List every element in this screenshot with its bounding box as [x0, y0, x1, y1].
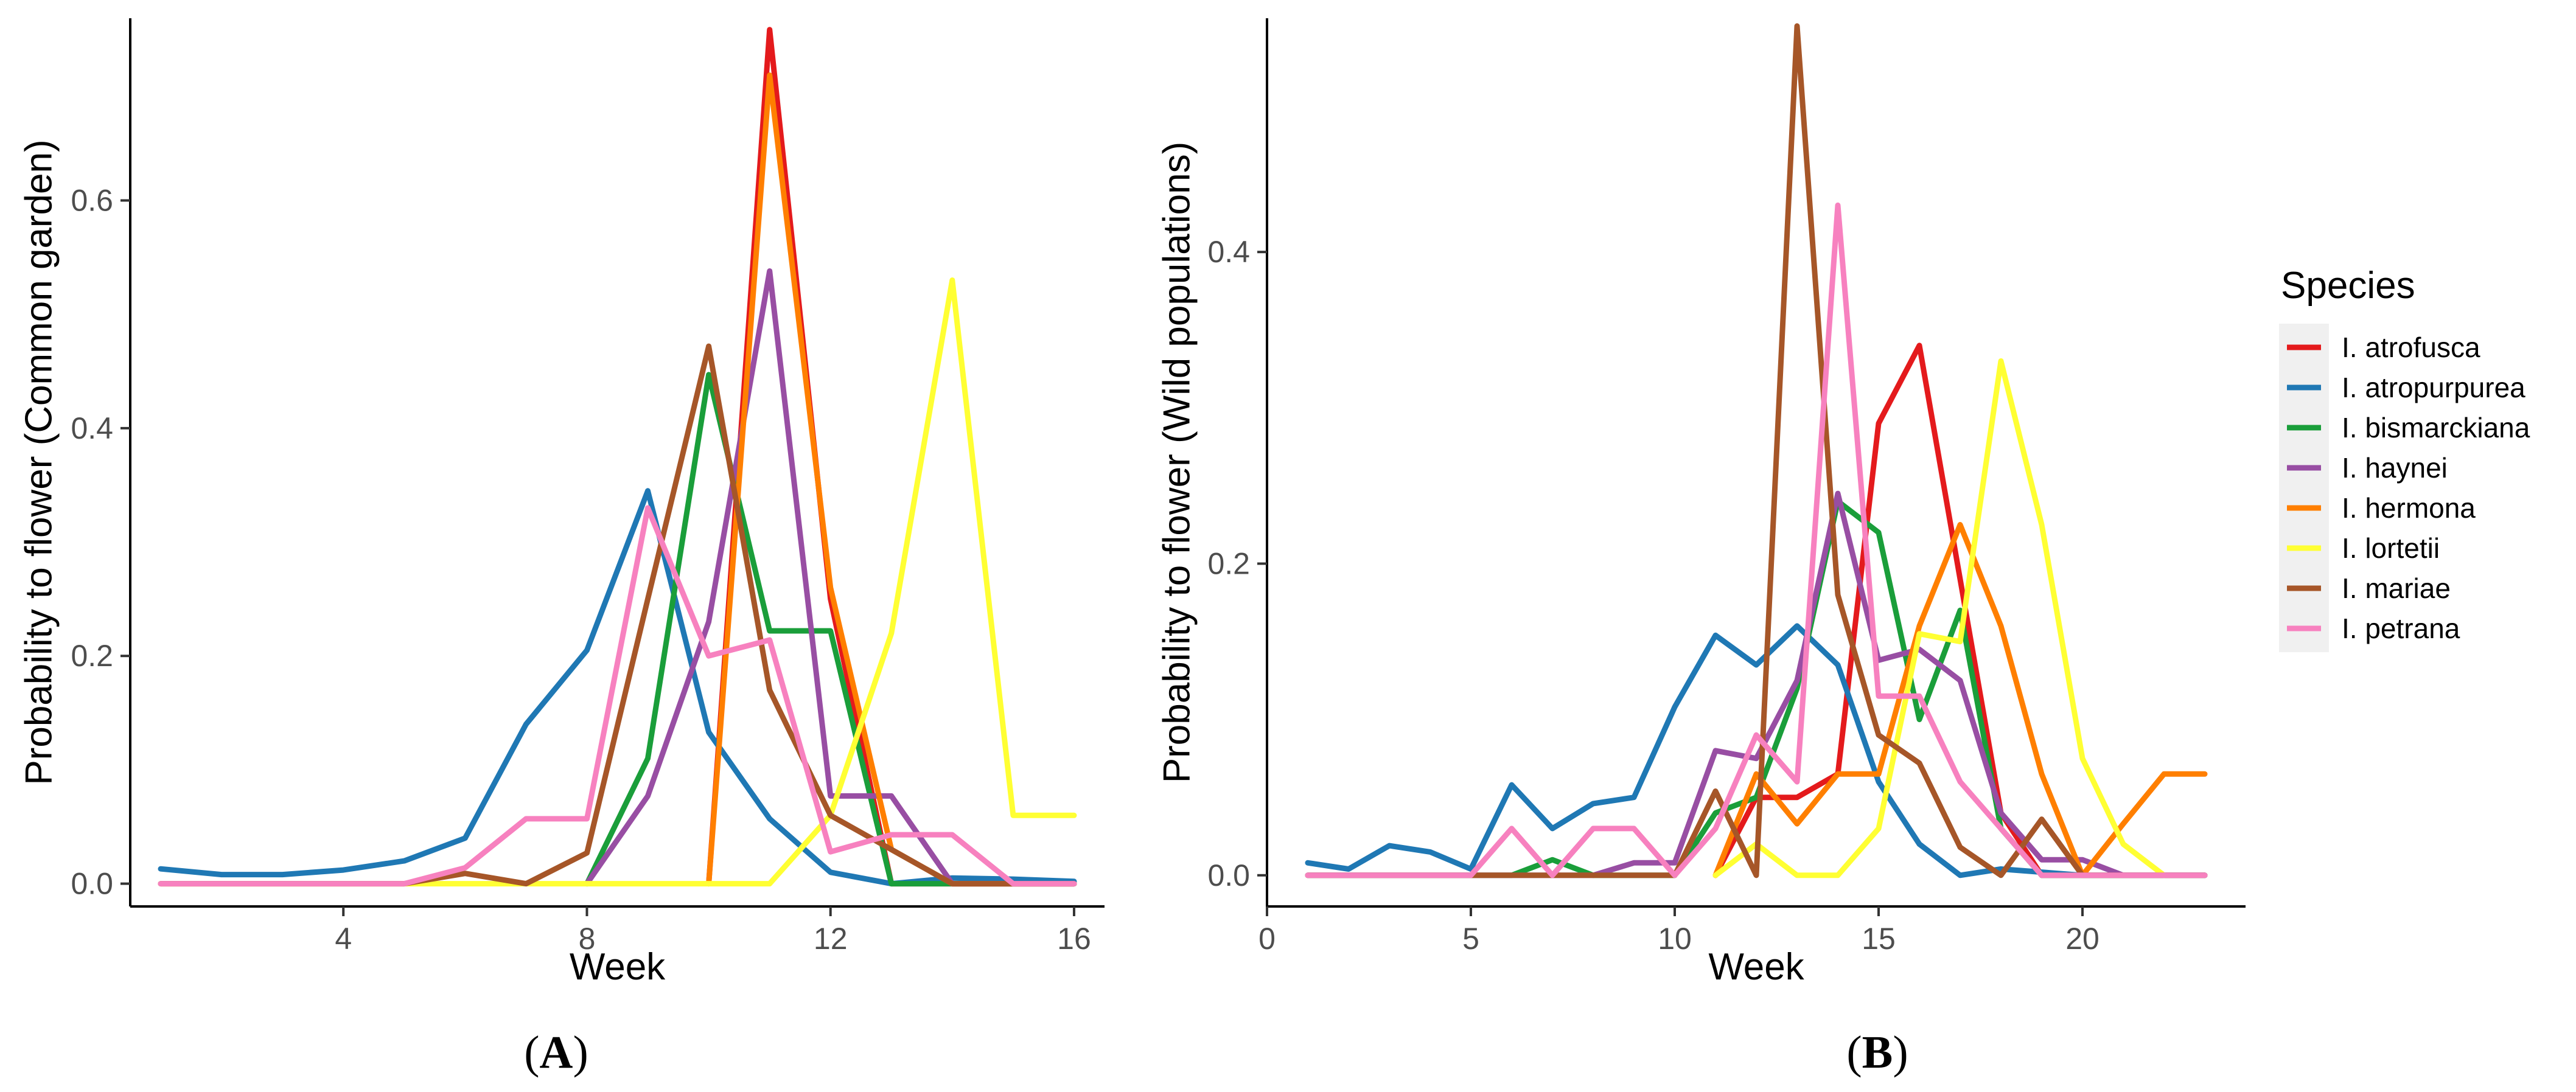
legend-label-i-petrana: I. petrana — [2342, 613, 2460, 644]
legend-label-i-lortetii: I. lortetii — [2342, 532, 2440, 564]
panel-a-x-tick-label: 16 — [1057, 922, 1091, 956]
panel-b-y-ticks: 0.0 0.2 0.4 — [1207, 235, 1267, 892]
panel-a-x-axis-title: Week — [570, 946, 666, 988]
panel-b-series-i-petrana — [1305, 202, 2208, 878]
panel-a-series-i-petrana — [158, 505, 1077, 887]
panel-b-x-tick-label: 5 — [1462, 922, 1479, 956]
legend-label-i-bismarckiana: I. bismarckiana — [2342, 412, 2530, 443]
panel-a-series-i-hermona — [706, 72, 1077, 887]
panel-a-y-tick-label: 0.4 — [71, 411, 113, 445]
panel-b-series-i-lortetii — [1712, 358, 2167, 878]
legend-key-background — [2279, 324, 2329, 652]
panel-a-x-tick-label: 8 — [579, 922, 596, 956]
panel-b-y-tick-label: 0.4 — [1207, 235, 1250, 269]
panel-b-plot-area — [1305, 23, 2208, 878]
panel-a-y-ticks: 0.0 0.2 0.4 0.6 — [71, 183, 130, 901]
panel-b-x-axis-title: Week — [1708, 946, 1804, 988]
legend-label-i-atrofusca: I. atrofusca — [2342, 332, 2480, 363]
legend-label-i-haynei: I. haynei — [2342, 452, 2448, 484]
legend-label-i-hermona: I. hermona — [2342, 492, 2476, 524]
panel-a-y-axis-title: Probability to flower (Common garden) — [18, 139, 60, 785]
panel-a-plot-area — [158, 27, 1077, 887]
panel-a-x-tick-label: 4 — [335, 922, 352, 956]
panel-b-x-tick-label: 0 — [1258, 922, 1276, 956]
panel-a-label: (A) — [524, 1027, 588, 1078]
legend: Species I. atrofusca I. atropurpurea I. bi… — [2279, 265, 2530, 652]
panel-a-series-i-atropurpurea — [158, 488, 1077, 887]
panel-b-y-tick-label: 0.0 — [1207, 858, 1250, 892]
legend-entries: I. atrofusca I. atropurpurea I. bismarckia… — [2287, 332, 2530, 644]
panel-b-series-i-mariae — [1305, 23, 2208, 878]
panel-b: 0.0 0.2 0.4 0 5 10 15 20 Week Probability to f… — [1156, 18, 2246, 1078]
panel-b-y-tick-label: 0.2 — [1207, 546, 1250, 580]
panel-b-y-axis-title: Probability to flower (Wild populations) — [1156, 142, 1198, 783]
legend-label-i-mariae: I. mariae — [2342, 572, 2451, 604]
panel-b-x-tick-label: 10 — [1658, 922, 1692, 956]
legend-label-i-atropurpurea: I. atropurpurea — [2342, 372, 2525, 403]
panel-a-series-i-mariae — [158, 343, 1077, 887]
legend-title: Species — [2281, 265, 2415, 307]
panel-a-y-tick-label: 0.6 — [71, 183, 113, 217]
panel-a-y-tick-label: 0.2 — [71, 639, 113, 673]
panel-a-series-i-lortetii — [158, 277, 1077, 887]
panel-a-x-tick-label: 12 — [814, 922, 848, 956]
panel-b-x-ticks: 0 5 10 15 20 — [1258, 906, 2100, 956]
panel-b-x-tick-label: 15 — [1862, 922, 1896, 956]
panel-a: 0.0 0.2 0.4 0.6 4 8 12 16 Week Probability to … — [18, 18, 1105, 1078]
panel-b-series-i-hermona — [1712, 522, 2208, 878]
panel-b-label: (B) — [1846, 1027, 1908, 1078]
panel-b-x-tick-label: 20 — [2065, 922, 2100, 956]
panel-a-y-tick-label: 0.0 — [71, 867, 113, 901]
panel-a-x-ticks: 4 8 12 16 — [335, 906, 1091, 956]
